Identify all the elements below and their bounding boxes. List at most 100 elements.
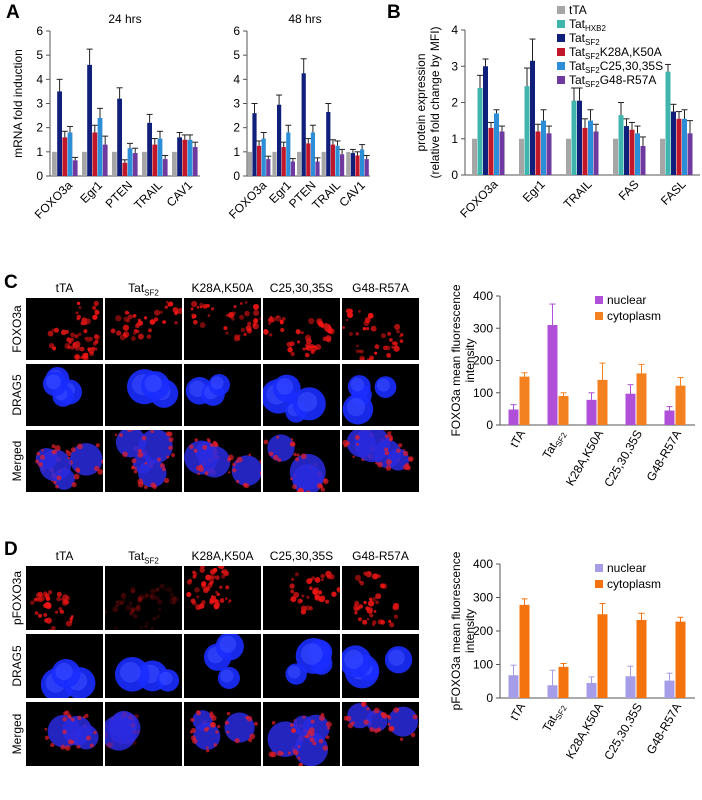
stain-dot xyxy=(323,478,327,482)
stain-dot xyxy=(213,604,219,610)
bar xyxy=(629,129,635,175)
bar xyxy=(157,138,163,176)
stain-dot xyxy=(74,353,81,360)
stain-dot xyxy=(105,742,112,749)
bar xyxy=(364,159,369,176)
legend-swatch xyxy=(557,20,565,28)
stain-dot xyxy=(326,337,332,343)
stain-dot xyxy=(356,442,359,446)
stain-dot xyxy=(336,587,340,593)
stain-dot xyxy=(152,617,157,621)
stain-dot xyxy=(80,355,84,360)
chart-mrna-24hrs: 0 1 2 3 4 5 6 24 hrs mRNA fold induction FOXO3a Eg… xyxy=(11,12,200,222)
bar xyxy=(586,682,597,698)
bar xyxy=(277,104,282,176)
y-tick-label: 0 xyxy=(486,418,493,432)
bar xyxy=(541,120,546,175)
stain-dot xyxy=(289,341,295,347)
y-tick-label: 4 xyxy=(451,23,458,37)
stain-dot xyxy=(232,468,237,473)
stain-dot xyxy=(252,303,260,310)
bar xyxy=(350,153,355,176)
stain-dot xyxy=(192,600,197,606)
stain-dot xyxy=(205,586,211,592)
stain-dot xyxy=(105,732,108,739)
nucleus-core xyxy=(376,378,391,392)
bar xyxy=(152,144,158,176)
stain-dot xyxy=(75,311,79,315)
stain-dot xyxy=(128,601,133,606)
stain-dot xyxy=(327,726,331,730)
y-tick-label: 400 xyxy=(473,289,493,303)
stain-dot xyxy=(244,310,250,317)
stain-dot xyxy=(129,611,135,617)
stain-dot xyxy=(391,341,396,345)
stain-dot xyxy=(243,332,247,337)
microscopy-image xyxy=(26,430,103,492)
nucleus xyxy=(105,715,137,751)
legend-swatch xyxy=(557,6,565,14)
stain-dot xyxy=(331,591,337,597)
nucleus-core xyxy=(210,376,224,390)
bar xyxy=(172,151,177,176)
stain-dot xyxy=(206,726,210,731)
stain-dot xyxy=(116,330,122,336)
microscopy-cells xyxy=(289,570,340,615)
stain-dot xyxy=(68,340,72,344)
stain-dot xyxy=(210,580,214,584)
stain-dot xyxy=(43,612,48,617)
stain-dot xyxy=(292,749,298,755)
stain-dot xyxy=(347,722,354,729)
row-label: DRAG5 xyxy=(10,374,24,416)
column-title: G48-R57A xyxy=(342,281,419,295)
stain-dot xyxy=(89,351,94,357)
stain-dot xyxy=(210,595,214,598)
stain-dot xyxy=(380,583,386,589)
stain-dot xyxy=(133,614,138,619)
stain-dot xyxy=(402,450,409,457)
stain-dot xyxy=(145,621,149,625)
stain-dot xyxy=(64,745,71,751)
microscopy-image xyxy=(184,566,261,630)
stain-dot xyxy=(349,332,353,336)
stain-dot xyxy=(123,316,129,322)
stain-dot xyxy=(138,593,145,601)
y-tick-label: 4 xyxy=(36,72,43,86)
stain-dot xyxy=(131,718,135,721)
stain-dot xyxy=(162,320,167,324)
stain-dot xyxy=(132,430,136,431)
microscopy-image xyxy=(26,298,103,360)
bar xyxy=(290,161,295,176)
stain-dot xyxy=(268,322,271,325)
stain-dot xyxy=(62,594,69,601)
microscopy-cells xyxy=(263,434,329,492)
stain-dot xyxy=(164,588,167,591)
stain-dot xyxy=(196,710,201,716)
stain-dot xyxy=(213,743,218,747)
stain-dot xyxy=(101,459,103,464)
microscopy-cells xyxy=(342,645,413,689)
stain-dot xyxy=(130,608,135,613)
stain-dot xyxy=(399,737,404,742)
stain-dot xyxy=(364,317,371,324)
bar xyxy=(162,159,168,176)
category-label: TRAIL xyxy=(309,178,343,212)
bar xyxy=(535,131,541,175)
stain-dot xyxy=(37,613,43,618)
legend-swatch xyxy=(595,296,603,304)
y-axis-label: pFOXO3a mean fluorescence xyxy=(449,551,463,710)
stain-dot xyxy=(149,594,154,599)
stain-dot xyxy=(53,327,60,333)
stain-dot xyxy=(263,439,269,445)
stain-dot xyxy=(67,345,70,349)
stain-dot xyxy=(73,473,80,480)
microscopy-cells xyxy=(285,638,333,685)
category-label: C25,30,35S xyxy=(601,701,645,763)
y-tick-label: 4 xyxy=(233,72,240,86)
stain-dot xyxy=(52,346,57,351)
microscopy-cells xyxy=(343,702,419,742)
stain-dot xyxy=(366,607,373,614)
stain-dot xyxy=(389,338,393,342)
stain-dot xyxy=(82,355,89,360)
